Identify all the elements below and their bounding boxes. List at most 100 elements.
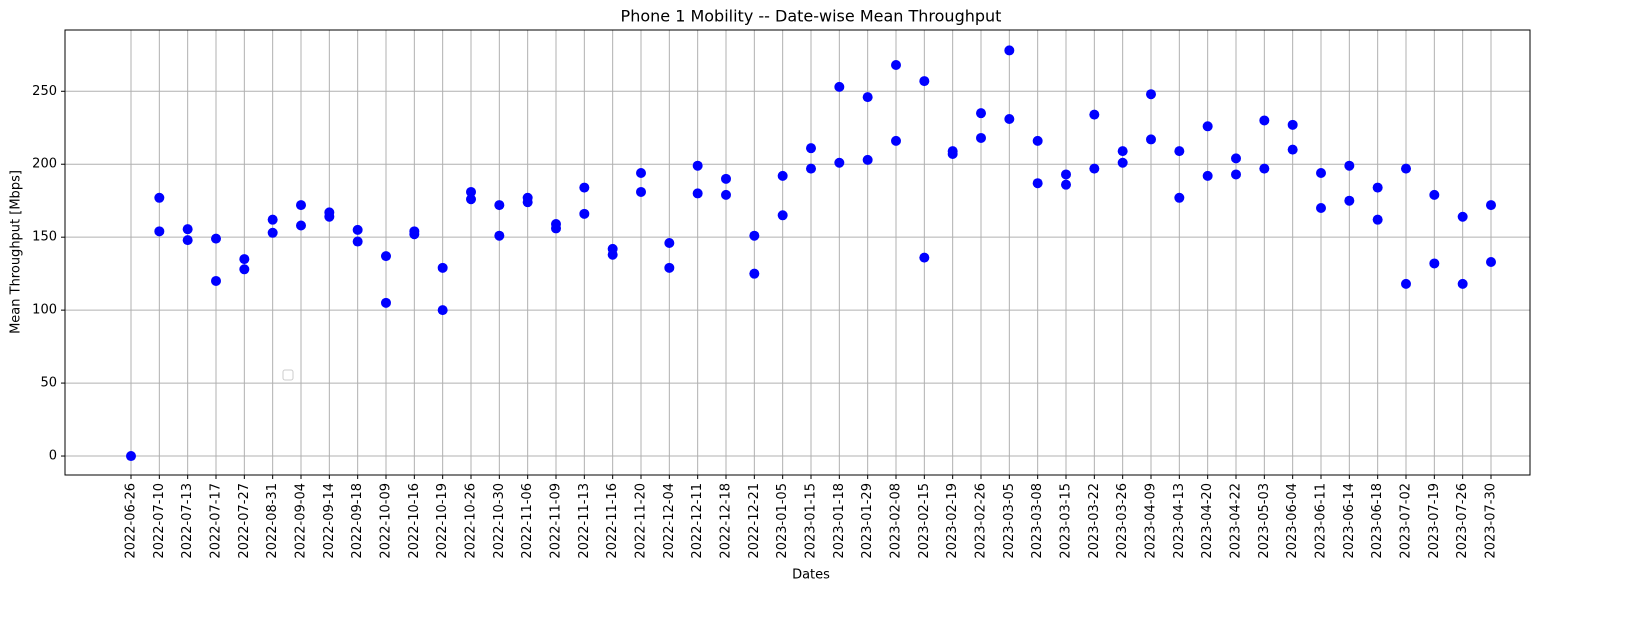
y-tick-label: 150 xyxy=(32,230,57,245)
point xyxy=(1032,135,1043,146)
point xyxy=(1231,153,1241,164)
point xyxy=(154,226,165,237)
point xyxy=(1089,163,1100,174)
x-tick-label: 2022-11-06 xyxy=(520,483,535,559)
x-tick-label: 2022-07-17 xyxy=(209,483,224,559)
x-tick-label: 2022-09-14 xyxy=(322,483,337,559)
x-tick-label: 2023-03-15 xyxy=(1059,483,1074,559)
y-axis-label: Mean Throughput [Mbps] xyxy=(9,170,24,334)
point xyxy=(1061,169,1071,180)
x-tick-label: 2022-07-10 xyxy=(152,483,167,559)
x-tick-label: 2023-02-08 xyxy=(889,483,904,559)
point xyxy=(1287,119,1298,130)
point xyxy=(1316,167,1326,178)
y-tick-label: 50 xyxy=(40,376,57,391)
point xyxy=(182,235,193,246)
point xyxy=(806,143,816,154)
x-tick-label: 2023-06-11 xyxy=(1314,483,1329,559)
point xyxy=(721,189,731,200)
point xyxy=(1117,146,1128,157)
x-tick-label: 2022-08-31 xyxy=(265,483,280,559)
point xyxy=(664,238,675,249)
x-tick-label: 2022-10-16 xyxy=(407,483,422,559)
point xyxy=(1174,192,1185,203)
point xyxy=(1231,169,1241,180)
x-tick-label: 2023-01-29 xyxy=(860,483,875,559)
point xyxy=(381,251,391,262)
point xyxy=(919,252,930,263)
point xyxy=(1259,115,1270,126)
point xyxy=(239,264,250,275)
x-tick-label: 2022-10-26 xyxy=(464,483,479,559)
x-tick-label: 2022-06-26 xyxy=(124,483,139,559)
point xyxy=(777,210,788,221)
point xyxy=(692,160,703,171)
point xyxy=(437,305,448,316)
x-tick-label: 2023-07-26 xyxy=(1455,483,1470,559)
x-tick-label: 2023-06-14 xyxy=(1342,483,1357,559)
point xyxy=(1372,214,1383,225)
point xyxy=(579,182,590,193)
point xyxy=(211,233,221,244)
x-tick-label: 2023-04-09 xyxy=(1144,483,1159,559)
point xyxy=(636,186,646,197)
point xyxy=(437,262,448,273)
point xyxy=(1061,179,1071,190)
x-tick-label: 2022-09-18 xyxy=(350,483,365,559)
point xyxy=(1429,189,1440,200)
point xyxy=(1146,134,1156,145)
point xyxy=(1202,170,1213,181)
x-tick-label: 2022-11-13 xyxy=(577,483,592,559)
point xyxy=(267,214,278,225)
point xyxy=(579,208,590,219)
x-tick-label: 2023-01-15 xyxy=(804,483,819,559)
x-tick-label: 2022-10-19 xyxy=(435,483,450,559)
x-tick-label: 2023-02-15 xyxy=(917,483,932,559)
point xyxy=(1372,182,1383,193)
point xyxy=(976,132,986,143)
y-tick-label: 250 xyxy=(32,84,57,99)
point xyxy=(1202,121,1213,132)
y-tick-label: 100 xyxy=(32,303,57,318)
legend-box xyxy=(282,369,294,381)
point xyxy=(749,230,760,241)
point xyxy=(636,167,646,178)
x-tick-label: 2022-11-09 xyxy=(549,483,564,559)
point xyxy=(324,211,335,222)
point xyxy=(409,229,420,240)
x-tick-label: 2023-07-02 xyxy=(1399,483,1414,559)
point xyxy=(891,135,901,146)
point xyxy=(267,227,278,238)
x-tick-label: 2022-12-21 xyxy=(747,483,762,559)
x-tick-label: 2023-01-05 xyxy=(775,483,790,559)
point xyxy=(1287,144,1298,155)
x-tick-label: 2022-11-16 xyxy=(605,483,620,559)
x-tick-label: 2023-03-26 xyxy=(1115,483,1130,559)
x-tick-label: 2022-12-04 xyxy=(662,483,677,559)
point xyxy=(522,197,533,208)
x-tick-label: 2023-05-03 xyxy=(1257,483,1272,559)
point xyxy=(976,108,986,119)
point xyxy=(721,173,731,184)
point xyxy=(1457,278,1468,289)
point xyxy=(296,220,306,231)
point xyxy=(1259,163,1270,174)
point xyxy=(947,149,958,160)
chart-title: Phone 1 Mobility -- Date-wise Mean Throu… xyxy=(621,7,1002,26)
point xyxy=(1032,178,1043,189)
point xyxy=(1486,200,1496,211)
point xyxy=(1004,45,1015,56)
point xyxy=(862,154,873,165)
x-tick-label: 2023-02-19 xyxy=(945,483,960,559)
point xyxy=(1004,114,1015,124)
point xyxy=(1429,258,1440,269)
point xyxy=(466,194,476,205)
x-tick-label: 2023-03-08 xyxy=(1030,483,1045,559)
x-tick-label: 2023-03-05 xyxy=(1002,483,1017,559)
point xyxy=(919,76,930,87)
point xyxy=(806,163,816,174)
point xyxy=(211,275,221,286)
point xyxy=(607,249,618,260)
point xyxy=(1401,278,1411,289)
point xyxy=(494,230,505,241)
